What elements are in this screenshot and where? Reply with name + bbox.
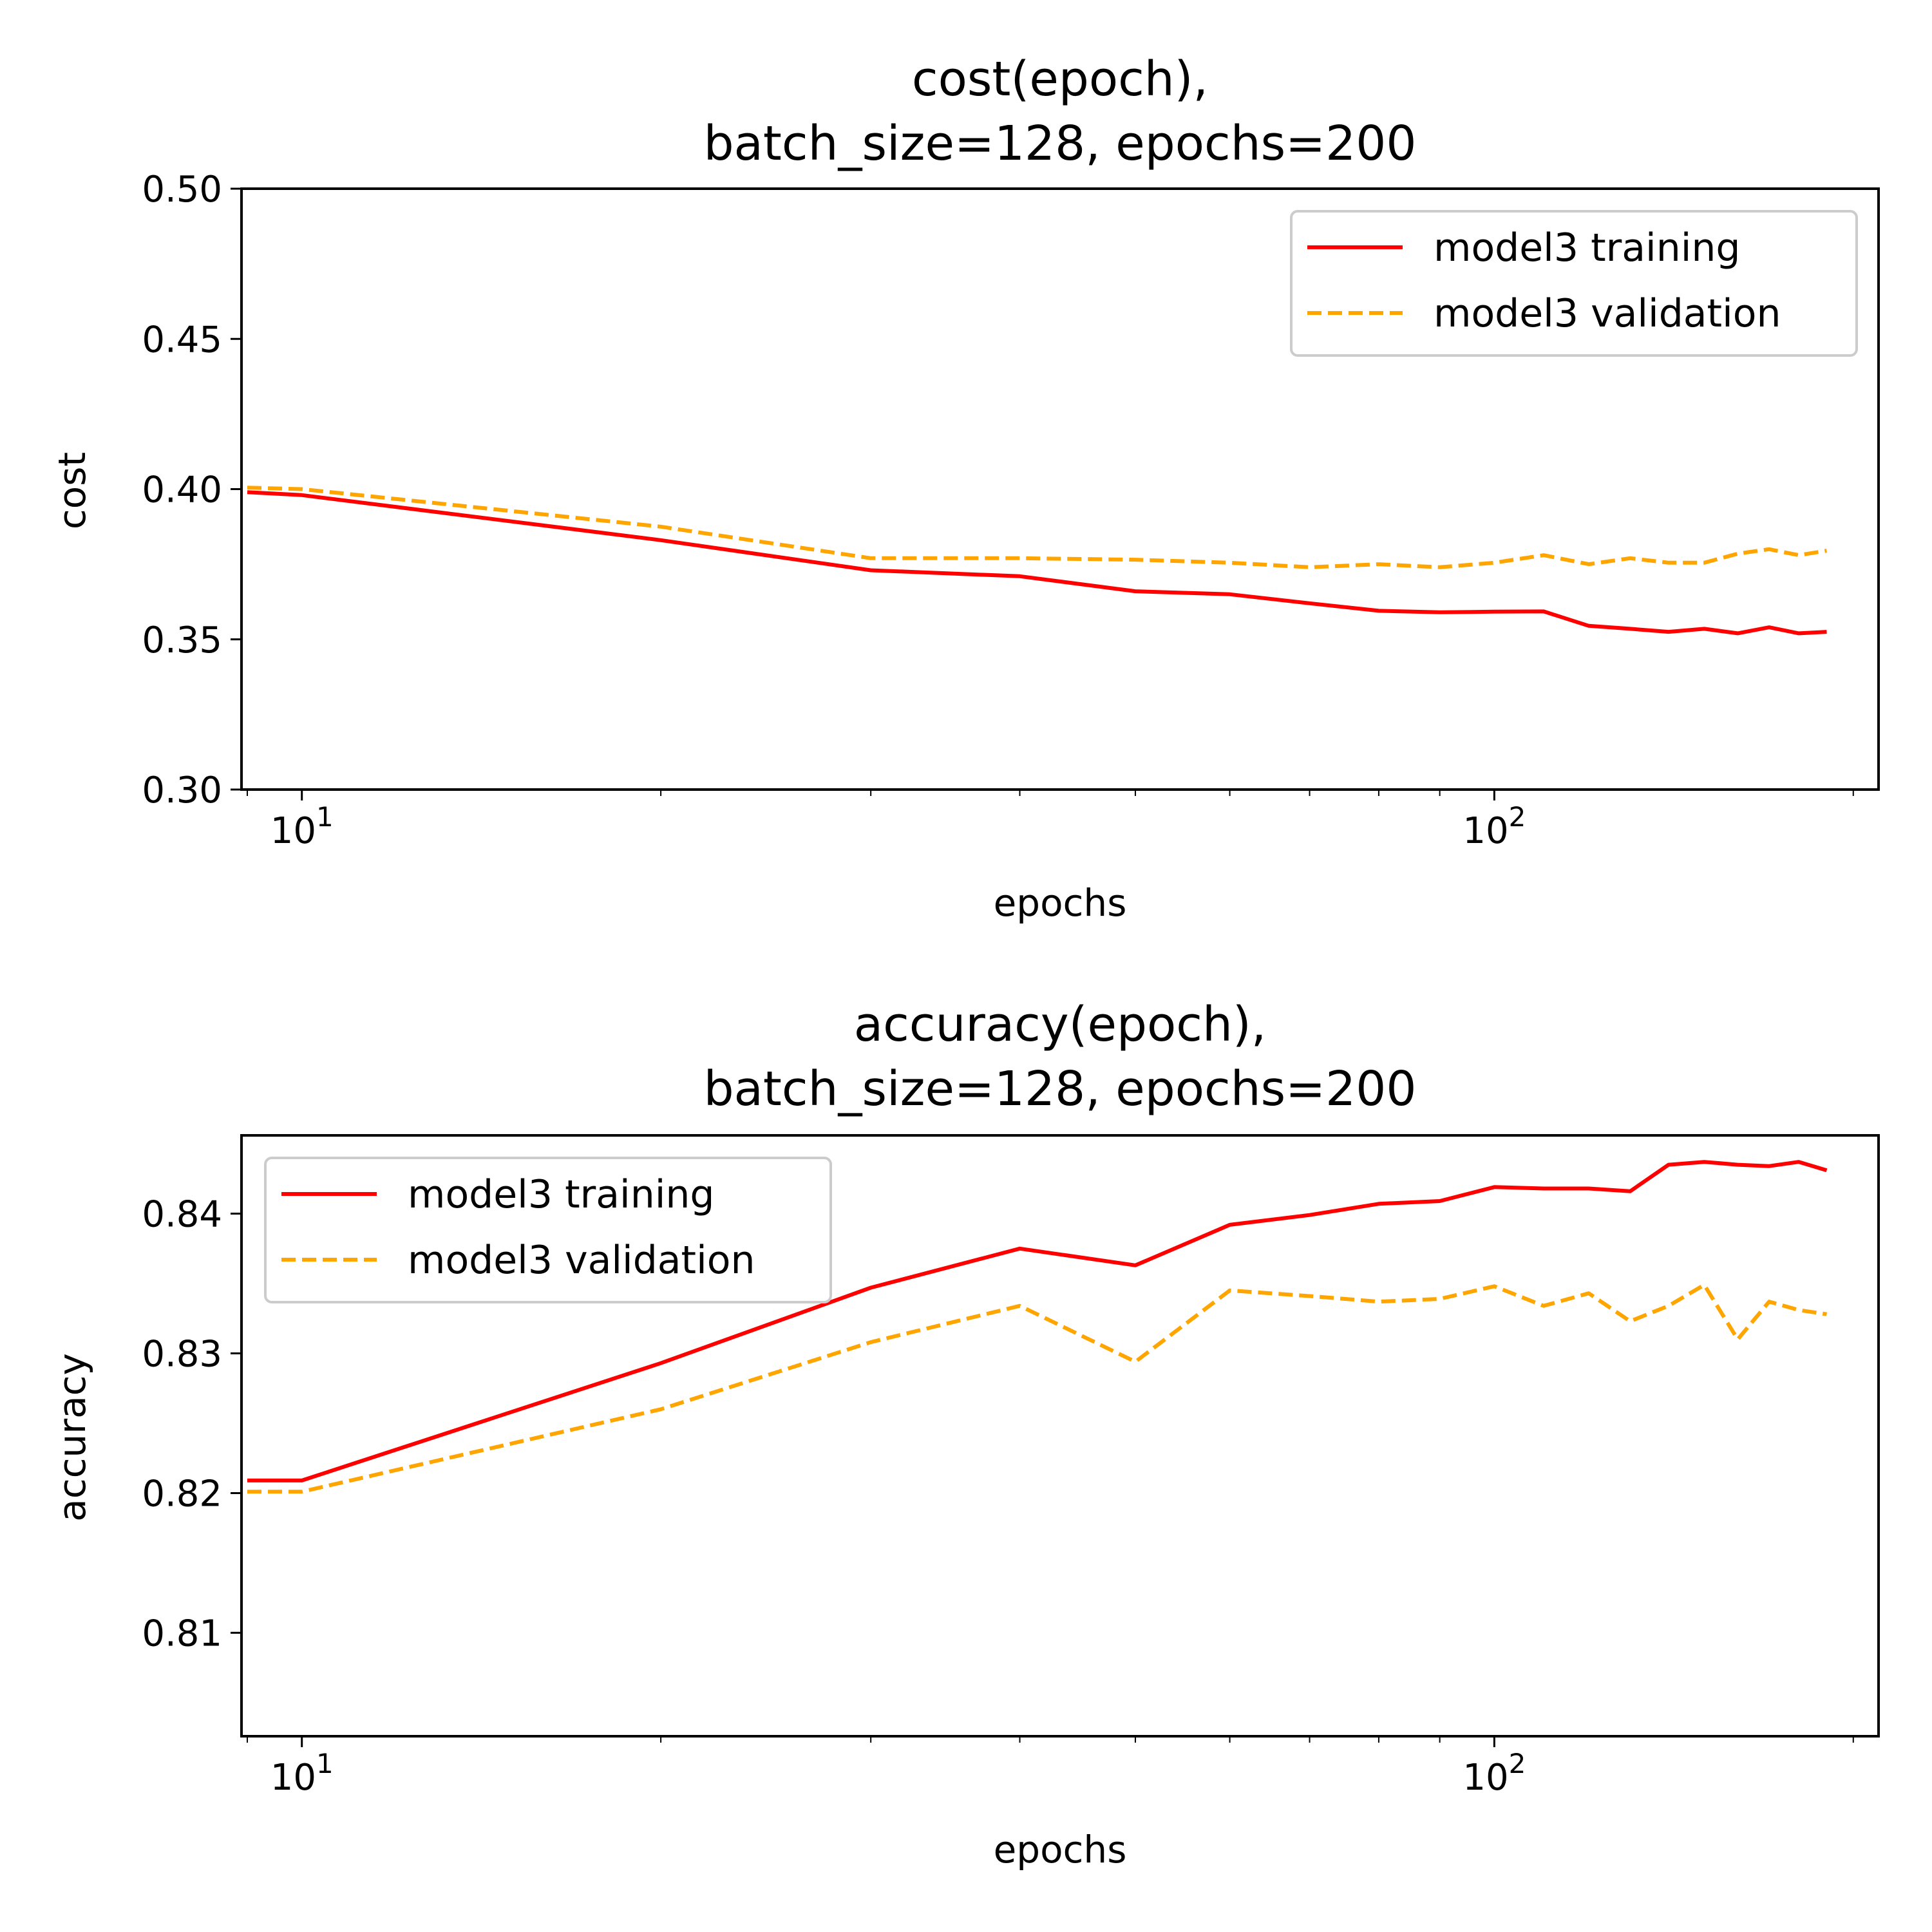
cost-x-tick-label: 101	[270, 801, 334, 852]
cost-plot-area: 0.30 0.35 0.40 0.45 0.50 101 102	[142, 169, 1880, 852]
accuracy-x-tick-label: 102	[1463, 1748, 1526, 1799]
cost-x-axis-label: epochs	[994, 881, 1127, 925]
cost-legend-label-training: model3 training	[1434, 225, 1741, 270]
cost-y-tick-label: 0.35	[142, 620, 222, 661]
cost-y-tick-label: 0.30	[142, 770, 222, 811]
cost-chart: cost(epoch), batch_size=128, epochs=200 …	[50, 52, 1880, 925]
cost-series-validation-line	[247, 486, 1827, 569]
accuracy-chart-title-line1: accuracy(epoch),	[854, 997, 1267, 1052]
accuracy-axes-frame	[240, 1134, 1880, 1738]
cost-chart-title-line1: cost(epoch),	[912, 52, 1208, 107]
accuracy-legend-label-validation: model3 validation	[408, 1238, 755, 1283]
accuracy-legend-frame	[264, 1157, 832, 1303]
accuracy-series-training-line	[247, 1160, 1828, 1482]
accuracy-y-axis-label: accuracy	[50, 1353, 94, 1522]
accuracy-y-tick-label: 0.81	[142, 1613, 222, 1654]
cost-y-tick-label: 0.40	[142, 469, 222, 511]
accuracy-legend: model3 training model3 validation	[264, 1157, 832, 1303]
accuracy-y-tick-label: 0.83	[142, 1333, 222, 1375]
cost-legend: model3 training model3 validation	[1290, 210, 1858, 357]
accuracy-y-tick-label: 0.82	[142, 1473, 222, 1515]
cost-y-tick-label: 0.45	[142, 319, 222, 361]
accuracy-series-validation-line	[247, 1283, 1827, 1494]
accuracy-chart-title-line2: batch_size=128, epochs=200	[704, 1061, 1417, 1117]
cost-x-tick-label: 102	[1463, 801, 1526, 852]
accuracy-x-axis-label: epochs	[994, 1828, 1127, 1871]
accuracy-legend-label-training: model3 training	[408, 1172, 715, 1217]
accuracy-plot-area: 0.81 0.82 0.83 0.84 101 102	[142, 1134, 1880, 1799]
accuracy-y-tick-label: 0.84	[142, 1194, 222, 1236]
accuracy-chart: accuracy(epoch), batch_size=128, epochs=…	[50, 997, 1880, 1871]
cost-y-tick-label: 0.50	[142, 169, 222, 211]
cost-series-training-line	[247, 490, 1827, 636]
cost-chart-title-line2: batch_size=128, epochs=200	[704, 116, 1417, 171]
cost-y-axis-label: cost	[50, 452, 94, 529]
cost-legend-label-validation: model3 validation	[1434, 291, 1781, 336]
cost-legend-frame	[1290, 210, 1858, 357]
accuracy-x-tick-label: 101	[270, 1748, 334, 1799]
